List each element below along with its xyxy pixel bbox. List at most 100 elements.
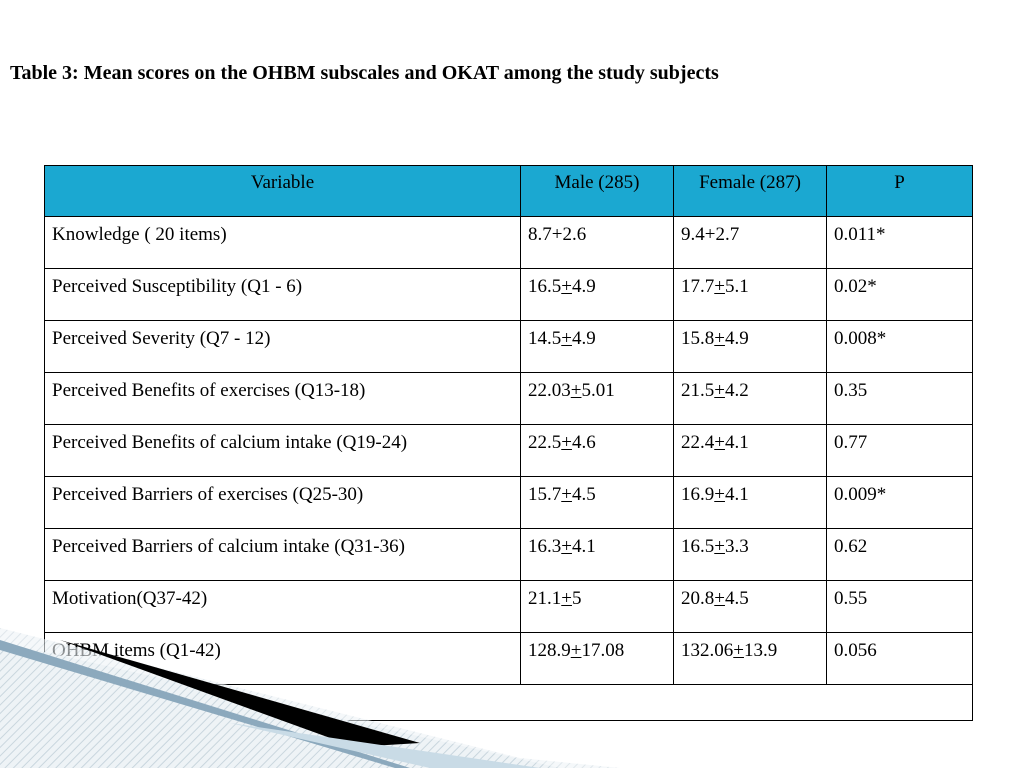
value-part: 22.5 xyxy=(528,432,562,453)
plus-minus-sign: + xyxy=(561,484,572,505)
cell-p: 0.056 xyxy=(826,632,973,685)
cell-variable: Perceived Barriers of exercises (Q25-30) xyxy=(44,476,521,529)
cell-p: 0.62 xyxy=(826,528,973,581)
cell-female: 9.4+2.7 xyxy=(673,216,827,269)
table-row: Perceived Barriers of exercises (Q25-30)… xyxy=(44,476,973,529)
cell-male: 16.5+4.9 xyxy=(520,268,674,321)
value-part: 5.01 xyxy=(581,380,615,401)
cell-male: 8.7+2.6 xyxy=(520,216,674,269)
cell-male: 22.03+5.01 xyxy=(520,372,674,425)
cell-p: 0.55 xyxy=(826,580,973,633)
cell-male: 14.5+4.9 xyxy=(520,320,674,373)
value-part: 4.5 xyxy=(724,588,749,609)
value-part: 20.8 xyxy=(681,588,715,609)
cell-male: 15.7+4.5 xyxy=(520,476,674,529)
value-part: 15.8 xyxy=(681,328,715,349)
value-part: 132.06 xyxy=(681,640,734,661)
value-part: 16.3 xyxy=(528,536,562,557)
cell-female: 15.8+4.9 xyxy=(673,320,827,373)
footnote-row: *P<0.05, xyxy=(44,684,973,721)
value-part: 3.3 xyxy=(724,536,749,557)
table-header-row: Variable Male (285) Female (287) P xyxy=(44,165,973,217)
table-row: Perceived Benefits of calcium intake (Q1… xyxy=(44,424,973,477)
value-part: 21.1 xyxy=(528,588,562,609)
value-part: 4.9 xyxy=(724,328,749,349)
cell-p: 0.008* xyxy=(826,320,973,373)
cell-female: 17.7+5.1 xyxy=(673,268,827,321)
plus-minus-sign: + xyxy=(733,640,744,661)
cell-male: 21.1+5 xyxy=(520,580,674,633)
cell-female: 132.06+13.9 xyxy=(673,632,827,685)
value-part: 16.5 xyxy=(681,536,715,557)
value-part: 128.9 xyxy=(528,640,571,661)
cell-variable: Perceived Benefits of calcium intake (Q1… xyxy=(44,424,521,477)
plus-minus-sign: + xyxy=(714,380,725,401)
cell-male: 22.5+4.6 xyxy=(520,424,674,477)
value-part: 22.03 xyxy=(528,380,571,401)
table-row: Perceived Severity (Q7 - 12) 14.5+4.9 15.8… xyxy=(44,320,973,373)
cell-p: 0.77 xyxy=(826,424,973,477)
value-part: 15.7 xyxy=(528,484,562,505)
value-part: 13.9 xyxy=(743,640,778,661)
table-row: Perceived Benefits of exercises (Q13-18)… xyxy=(44,372,973,425)
value-part: 4.6 xyxy=(571,432,596,453)
value-part: 4.1 xyxy=(724,432,749,453)
table-row: OHBM items (Q1-42) 128.9+17.08 132.06+13.9… xyxy=(44,632,973,685)
value-part: 4.9 xyxy=(571,276,596,297)
table-body: Knowledge ( 20 items) 8.7+2.6 9.4+2.7 0.011… xyxy=(44,216,973,721)
cell-variable: Perceived Severity (Q7 - 12) xyxy=(44,320,521,373)
header-male: Male (285) xyxy=(520,165,674,217)
table-row: Perceived Barriers of calcium intake (Q3… xyxy=(44,528,973,581)
plus-minus-sign: + xyxy=(714,276,725,297)
plus-minus-sign: + xyxy=(561,432,572,453)
value-part: 17.7 xyxy=(681,276,715,297)
cell-p: 0.02* xyxy=(826,268,973,321)
value-part: 22.4 xyxy=(681,432,715,453)
plus-minus-sign: + xyxy=(714,588,725,609)
cell-variable: Knowledge ( 20 items) xyxy=(44,216,521,269)
cell-male: 128.9+17.08 xyxy=(520,632,674,685)
table-title: Table 3: Mean scores on the OHBM subscal… xyxy=(10,62,719,84)
cell-female: 21.5+4.2 xyxy=(673,372,827,425)
cell-female: 20.8+4.5 xyxy=(673,580,827,633)
value-part: 16.9 xyxy=(681,484,715,505)
header-variable: Variable xyxy=(44,165,521,217)
cell-p: 0.009* xyxy=(826,476,973,529)
value-part: 4.5 xyxy=(571,484,596,505)
cell-female: 16.5+3.3 xyxy=(673,528,827,581)
plus-minus-sign: + xyxy=(561,328,572,349)
cell-variable: Perceived Susceptibility (Q1 - 6) xyxy=(44,268,521,321)
plus-minus-sign: + xyxy=(570,380,582,401)
value-part: 16.5 xyxy=(528,276,562,297)
cell-variable: Perceived Benefits of exercises (Q13-18) xyxy=(44,372,521,425)
cell-female: 16.9+4.1 xyxy=(673,476,827,529)
plus-minus-sign: + xyxy=(561,536,572,557)
value-part: 4.2 xyxy=(724,380,749,401)
cell-p: 0.35 xyxy=(826,372,973,425)
value-part: 21.5 xyxy=(681,380,715,401)
plus-minus-sign: + xyxy=(714,328,725,349)
cell-variable: Perceived Barriers of calcium intake (Q3… xyxy=(44,528,521,581)
cell-male: 16.3+4.1 xyxy=(520,528,674,581)
header-p: P xyxy=(826,165,973,217)
cell-variable: OHBM items (Q1-42) xyxy=(44,632,521,685)
cell-p: 0.011* xyxy=(826,216,973,269)
table-row: Motivation(Q37-42) 21.1+5 20.8+4.5 0.55 xyxy=(44,580,973,633)
plus-minus-sign: + xyxy=(714,484,725,505)
value-part: 5.1 xyxy=(724,276,749,297)
cell-female: 22.4+4.1 xyxy=(673,424,827,477)
plus-minus-sign: + xyxy=(714,432,725,453)
plus-minus-sign: + xyxy=(714,536,725,557)
value-part: 14.5 xyxy=(528,328,562,349)
value-part: 4.1 xyxy=(571,536,596,557)
value-part: 9.4+2.7 xyxy=(681,224,740,245)
results-table: Variable Male (285) Female (287) P Knowl… xyxy=(44,165,973,721)
footnote: *P<0.05, xyxy=(44,684,973,721)
plus-minus-sign: + xyxy=(561,276,572,297)
value-part: 5 xyxy=(571,588,582,609)
cell-variable: Motivation(Q37-42) xyxy=(44,580,521,633)
value-part: 17.08 xyxy=(581,640,625,661)
value-part: 4.9 xyxy=(571,328,596,349)
plus-minus-sign: + xyxy=(561,588,572,609)
value-part: 8.7+2.6 xyxy=(528,224,587,245)
